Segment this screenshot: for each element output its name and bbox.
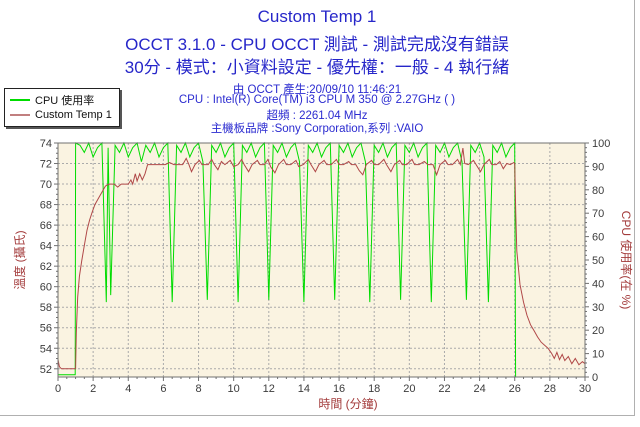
cpu-frequency-info: 超頻 : 2261.04 MHz <box>266 110 368 122</box>
x-axis-tick-label: 24 <box>473 383 485 395</box>
x-axis-tick-label: 10 <box>228 383 240 395</box>
y-right-tick-label: 10 <box>592 349 604 361</box>
y-left-tick-label: 52 <box>40 364 52 376</box>
x-axis-tick-label: 14 <box>298 383 310 395</box>
y-left-tick-label: 56 <box>40 323 52 335</box>
y-right-tick-label: 90 <box>592 161 604 173</box>
temp-line-swatch <box>10 113 30 116</box>
legend-item-custom-temp: Custom Temp 1 <box>10 107 112 122</box>
test-result-subtitle: OCCT 3.1.0 - CPU OCCT 測試 - 測試完成沒有錯誤 <box>125 35 509 54</box>
gridlines <box>58 143 585 377</box>
x-axis-tick-label: 16 <box>333 383 345 395</box>
page-title: Custom Temp 1 <box>257 7 377 26</box>
y-right-tick-label: 80 <box>592 185 604 197</box>
legend-label: CPU 使用率 <box>35 94 95 107</box>
x-axis-tick-label: 12 <box>263 383 275 395</box>
x-axis-title: 時間 (分鐘) <box>318 396 377 411</box>
x-axis-tick-label: 20 <box>403 383 415 395</box>
test-settings-subtitle: 30分 - 模式：小資料設定 - 優先權：一般 - 4 執行緒 <box>124 58 510 77</box>
x-axis-tick-label: 30 <box>579 383 591 395</box>
y-left-tick-label: 70 <box>40 179 52 191</box>
series-lines <box>57 141 586 378</box>
y-right-tick-label: 100 <box>592 138 610 150</box>
y-left-axis-title: 溫度 (攝氏) <box>12 230 27 289</box>
plot-area <box>58 143 585 377</box>
x-axis-tick-label: 18 <box>368 383 380 395</box>
plot-background <box>58 143 585 377</box>
y-left-tick-label: 54 <box>40 343 52 355</box>
y-right-axis-title: CPU 使用率(在 %) <box>619 211 634 310</box>
y-right-tick-label: 50 <box>592 255 604 267</box>
legend-item-cpu-usage: CPU 使用率 <box>10 92 112 107</box>
y-left-tick-label: 62 <box>40 261 52 273</box>
y-left-tick-label: 72 <box>40 159 52 171</box>
x-axis-tick-label: 26 <box>509 383 521 395</box>
cpu-usage-line-swatch <box>10 98 30 101</box>
x-axis-tick-label: 0 <box>55 383 61 395</box>
x-axis-tick-label: 28 <box>544 383 556 395</box>
x-axis-tick-label: 2 <box>90 383 96 395</box>
axis-ticks <box>54 142 589 381</box>
chart-legend: CPU 使用率 Custom Temp 1 <box>4 88 120 127</box>
graph-panel: Custom Temp 1 OCCT 3.1.0 - CPU OCCT 測試 -… <box>0 0 635 416</box>
y-right-tick-label: 60 <box>592 232 604 244</box>
y-left-tick-label: 66 <box>40 220 52 232</box>
legend-label: Custom Temp 1 <box>35 108 112 121</box>
y-left-tick-label: 58 <box>40 302 52 314</box>
y-left-tick-label: 60 <box>40 282 52 294</box>
y-left-tick-label: 74 <box>40 138 52 150</box>
temperature-line <box>57 148 586 370</box>
y-right-tick-label: 40 <box>592 278 604 290</box>
cpu-model-info: CPU : Intel(R) Core(TM) i3 CPU M 350 @ 2… <box>178 94 456 106</box>
generated-timestamp: 由 OCCT 產生:20/09/10 11:46:21 <box>232 84 402 96</box>
y-right-tick-label: 0 <box>592 372 598 384</box>
axis-labels: 0 2 4 6 8 10 12 14 16 18 20 22 24 26 28 305254565860626… <box>12 138 634 411</box>
y-left-tick-label: 68 <box>40 200 52 212</box>
y-right-tick-label: 70 <box>592 208 604 220</box>
y-right-tick-label: 20 <box>592 325 604 337</box>
cpu-usage-line <box>58 141 517 378</box>
motherboard-info: 主機板品牌 :Sony Corporation,系列 :VAIO <box>210 123 424 135</box>
x-axis-tick-label: 6 <box>160 383 166 395</box>
y-left-tick-label: 64 <box>40 241 52 253</box>
x-axis-tick-label: 22 <box>438 383 450 395</box>
x-axis-tick-label: 8 <box>195 383 201 395</box>
y-right-tick-label: 30 <box>592 302 604 314</box>
x-axis-tick-label: 4 <box>125 383 131 395</box>
